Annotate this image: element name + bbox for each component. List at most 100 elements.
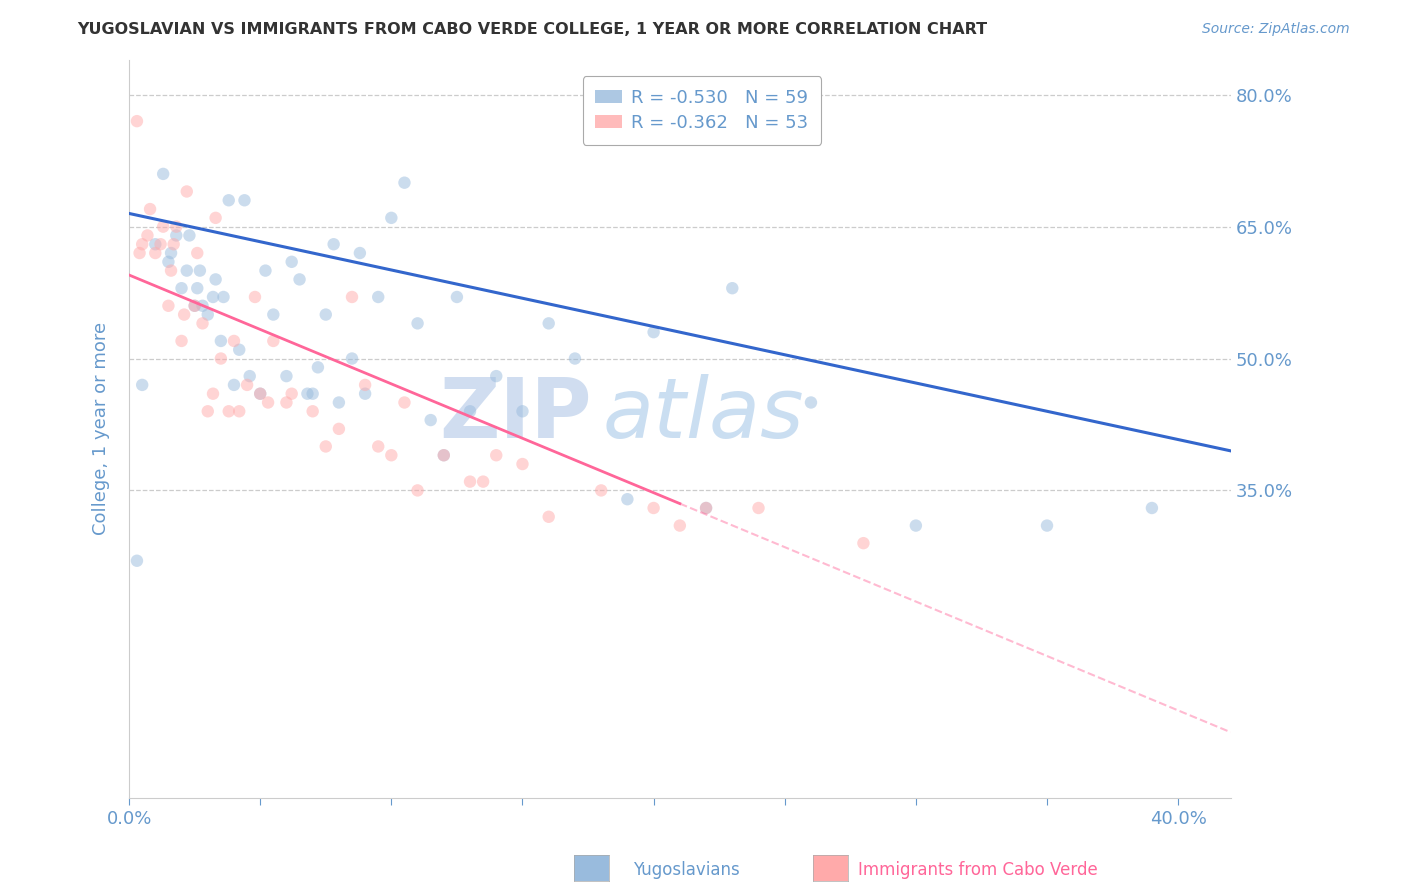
Point (297, 386, 319, 401)
Text: ZIP: ZIP (439, 374, 592, 455)
Point (695, 501, 717, 516)
Point (201, 386, 224, 401)
Point (176, 185, 198, 199)
Point (301, 404, 323, 418)
Point (191, 299, 214, 313)
Point (307, 360, 329, 375)
Point (143, 237, 166, 252)
Point (191, 317, 214, 331)
Point (354, 378, 377, 392)
Text: YUGOSLAVIAN VS IMMIGRANTS FROM CABO VERDE COLLEGE, 1 YEAR OR MORE CORRELATION CH: YUGOSLAVIAN VS IMMIGRANTS FROM CABO VERD… (77, 22, 987, 37)
Point (1036, 518, 1059, 533)
Point (354, 386, 377, 401)
Point (315, 308, 337, 322)
Point (173, 308, 195, 322)
Point (165, 219, 187, 234)
Point (152, 219, 174, 234)
Point (143, 246, 166, 260)
Point (125, 554, 148, 568)
Point (591, 483, 613, 498)
Point (419, 413, 441, 427)
Point (276, 395, 298, 409)
Point (136, 228, 159, 243)
Point (695, 501, 717, 516)
Point (131, 378, 153, 392)
Point (485, 448, 508, 462)
Point (254, 263, 277, 277)
Point (512, 404, 534, 418)
Point (197, 308, 219, 322)
Point (233, 194, 256, 208)
Point (276, 369, 298, 384)
Point (485, 369, 508, 384)
Point (433, 448, 456, 462)
Point (349, 246, 371, 260)
Point (1140, 501, 1163, 516)
Point (170, 281, 193, 295)
Point (564, 351, 586, 366)
Point (446, 290, 468, 304)
Point (139, 202, 162, 216)
Point (367, 290, 389, 304)
Point (149, 237, 172, 252)
Point (406, 483, 429, 498)
Point (747, 501, 769, 516)
Point (367, 440, 389, 454)
Point (157, 255, 180, 269)
Point (125, 114, 148, 128)
Point (165, 228, 187, 243)
Point (643, 325, 665, 339)
Point (222, 378, 245, 392)
Point (128, 246, 150, 260)
Point (616, 492, 638, 507)
Point (800, 395, 823, 409)
Legend: R = -0.530   N = 59, R = -0.362   N = 53: R = -0.530 N = 59, R = -0.362 N = 53 (582, 76, 821, 145)
Point (537, 317, 560, 331)
Point (222, 334, 245, 348)
Text: Immigrants from Cabo Verde: Immigrants from Cabo Verde (858, 861, 1098, 879)
Point (170, 334, 193, 348)
Point (160, 246, 183, 260)
Point (340, 351, 363, 366)
Point (380, 448, 402, 462)
Point (322, 237, 344, 252)
Point (131, 237, 153, 252)
Y-axis label: College, 1 year or more: College, 1 year or more (93, 322, 110, 535)
Point (280, 386, 302, 401)
Point (852, 536, 875, 550)
Point (228, 343, 250, 357)
Point (328, 422, 350, 436)
Point (433, 448, 456, 462)
Point (188, 263, 211, 277)
Point (643, 501, 665, 516)
Point (249, 386, 271, 401)
Point (183, 299, 205, 313)
Point (186, 281, 208, 295)
Point (160, 263, 183, 277)
Point (239, 369, 262, 384)
Point (204, 211, 226, 225)
Point (458, 404, 481, 418)
Point (186, 246, 208, 260)
Point (179, 228, 201, 243)
Point (157, 299, 180, 313)
Point (340, 290, 363, 304)
Point (257, 395, 280, 409)
Point (262, 334, 284, 348)
Point (249, 386, 271, 401)
Point (243, 290, 266, 304)
Point (163, 237, 186, 252)
Point (209, 334, 232, 348)
Point (288, 272, 311, 286)
Point (204, 272, 226, 286)
Point (218, 404, 240, 418)
Point (406, 317, 429, 331)
Point (512, 457, 534, 471)
Point (236, 378, 259, 392)
Point (176, 263, 198, 277)
Point (228, 404, 250, 418)
Point (472, 475, 495, 489)
Point (201, 290, 224, 304)
Point (328, 395, 350, 409)
Point (537, 509, 560, 524)
